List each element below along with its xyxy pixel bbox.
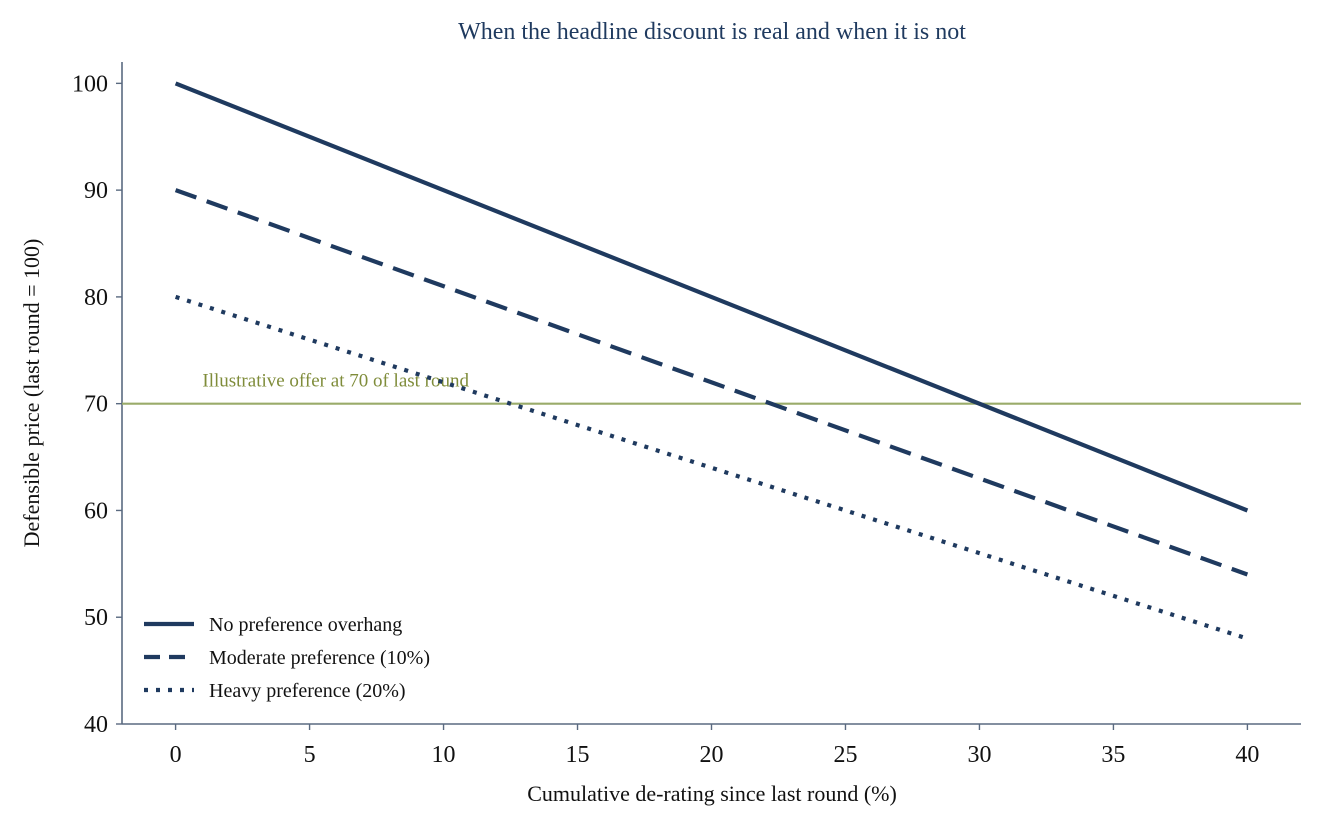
plot-area: 40 50 60 70 80 90 100 0 5 10 15 20 25 30 35 40 Illustrat… <box>72 62 1301 768</box>
reference-line-label: Illustrative offer at 70 of last round <box>202 371 469 392</box>
x-tick-label: 30 <box>967 742 991 768</box>
legend-label-3: Heavy preference (20%) <box>209 680 406 702</box>
x-axis-title: Cumulative de-rating since last round (%… <box>527 781 897 806</box>
series-line-2 <box>174 188 1249 577</box>
x-tick-label: 25 <box>833 742 857 768</box>
x-tick-label: 35 <box>1101 742 1125 768</box>
series-line-3 <box>174 294 1249 641</box>
x-tick-label: 0 <box>170 742 182 768</box>
y-tick-label: 50 <box>84 605 108 631</box>
x-tick-label: 10 <box>432 742 456 768</box>
y-tick-label: 60 <box>84 498 108 524</box>
y-tick-label: 100 <box>72 71 108 97</box>
series-line-1 <box>174 81 1249 513</box>
x-tick-label: 20 <box>700 742 724 768</box>
x-tick-label: 15 <box>566 742 590 768</box>
chart-title: When the headline discount is real and w… <box>458 19 966 45</box>
y-axis-title: Defensible price (last round = 100) <box>19 239 44 548</box>
legend-label-2: Moderate preference (10%) <box>209 647 430 669</box>
x-tick-label: 40 <box>1235 742 1259 768</box>
y-tick-label: 90 <box>84 178 108 204</box>
y-tick-label: 70 <box>84 392 108 418</box>
y-tick-label: 80 <box>84 285 108 311</box>
y-tick-label: 40 <box>84 712 108 738</box>
legend-label-1: No preference overhang <box>209 614 402 636</box>
x-tick-label: 5 <box>304 742 316 768</box>
